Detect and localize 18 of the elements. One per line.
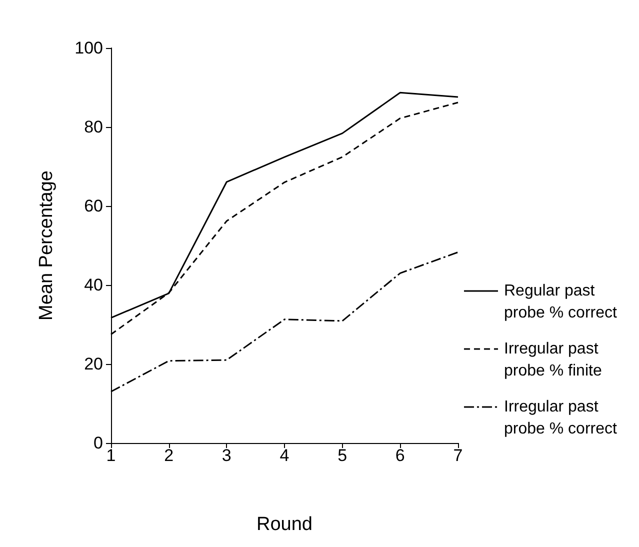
x-tick-label: 7 <box>453 446 463 465</box>
legend-label: Regular past probe % correct <box>504 282 618 322</box>
x-tick-label: 6 <box>395 446 405 465</box>
y-tick-label: 100 <box>74 38 103 58</box>
y-tick-label: 40 <box>84 276 103 294</box>
y-axis-title: Mean Percentage <box>36 170 57 320</box>
x-tick-label: 2 <box>164 446 174 465</box>
x-tick-label: 3 <box>222 446 232 465</box>
x-tick-label: 4 <box>280 446 290 465</box>
y-tick-label: 20 <box>84 354 103 374</box>
x-tick-label: 1 <box>106 446 116 465</box>
y-tick-label: 80 <box>84 118 103 136</box>
x-axis-title: Round <box>256 514 312 535</box>
x-tick-label: 5 <box>338 446 348 465</box>
legend-label: Irregular past probe % finite <box>504 340 603 380</box>
y-tick-label: 60 <box>84 196 103 216</box>
y-tick-label: 0 <box>94 434 103 452</box>
legend-label: Irregular past probe % correct <box>504 398 618 438</box>
